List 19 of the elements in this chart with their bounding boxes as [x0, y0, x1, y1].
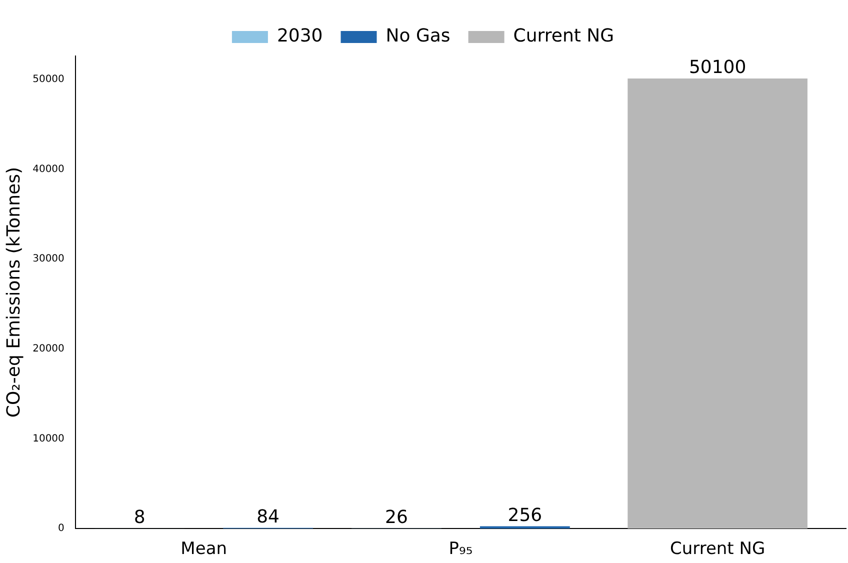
- y-tick-label: 40000: [32, 164, 64, 175]
- legend-label: 2030: [276, 26, 323, 47]
- y-axis-title: CO₂-eq Emissions (kTonnes): [3, 167, 24, 418]
- legend-label: No Gas: [386, 26, 450, 47]
- y-tick-label: 10000: [32, 433, 64, 444]
- y-tick-label: 30000: [32, 254, 64, 265]
- x-tick-label: P₉₅: [448, 539, 473, 560]
- y-tick-label: 20000: [32, 344, 64, 355]
- data-label: 84: [256, 506, 280, 528]
- x-tick-label: Mean: [180, 539, 228, 560]
- bar: [628, 78, 808, 529]
- y-tick-label: 50000: [32, 74, 64, 85]
- data-label: 8: [134, 507, 146, 528]
- x-tick-label: Current NG: [670, 539, 766, 560]
- data-label: 26: [385, 507, 408, 528]
- data-label: 256: [508, 504, 542, 526]
- legend-label: Current NG: [513, 26, 614, 47]
- data-label: 50100: [688, 57, 746, 78]
- y-tick-label: 0: [58, 523, 64, 534]
